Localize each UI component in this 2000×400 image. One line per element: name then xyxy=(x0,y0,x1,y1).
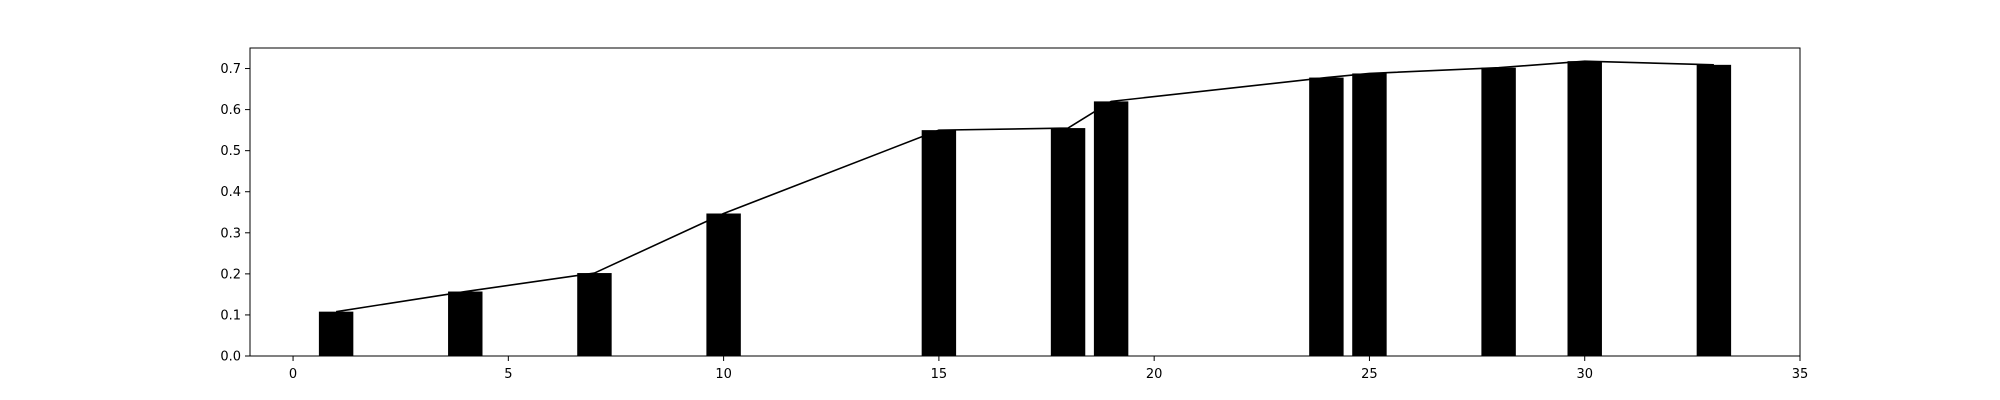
bar-30 xyxy=(1567,61,1602,356)
y-tick-label: 0.3 xyxy=(220,226,241,241)
bar-7 xyxy=(577,273,612,356)
x-tick-label: 20 xyxy=(1146,367,1163,382)
bar-1 xyxy=(318,311,354,356)
bar-15 xyxy=(921,130,957,356)
bars-layer xyxy=(318,61,1732,357)
x-tick-label: 25 xyxy=(1361,367,1378,382)
line-layer xyxy=(335,60,1714,313)
x-tick-label: 10 xyxy=(715,367,732,382)
axes-layer xyxy=(249,47,1801,357)
x-tick-label: 15 xyxy=(931,367,948,382)
x-tick-label: 35 xyxy=(1792,367,1809,382)
y-tick-label: 0.4 xyxy=(220,185,241,200)
bar-19 xyxy=(1093,101,1129,356)
y-tick-label: 0.2 xyxy=(220,267,241,282)
y-tick-label: 0.7 xyxy=(220,62,241,77)
y-tick-label: 0.1 xyxy=(220,308,241,323)
y-tick-label: 0.0 xyxy=(220,350,241,365)
x-tick-label: 5 xyxy=(504,367,512,382)
bar-28 xyxy=(1481,67,1516,357)
trend-line xyxy=(335,60,1714,313)
y-tick-label: 0.6 xyxy=(220,103,241,118)
ticks-layer: 0 5 10 15 20 25 30 35 0.0 0.1 0.2 0.3 0.4 0.5 0.6 0.7 xyxy=(220,62,1808,382)
y-tick-label: 0.5 xyxy=(220,144,241,159)
bar-33 xyxy=(1696,64,1732,356)
bar-18 xyxy=(1050,128,1086,356)
plot-frame xyxy=(249,47,1801,357)
bar-24 xyxy=(1309,77,1344,356)
bar-25 xyxy=(1352,73,1387,357)
bar-10 xyxy=(706,213,741,356)
bar-4 xyxy=(448,291,483,356)
x-tick-label: 0 xyxy=(289,367,297,382)
x-tick-label: 30 xyxy=(1576,367,1593,382)
